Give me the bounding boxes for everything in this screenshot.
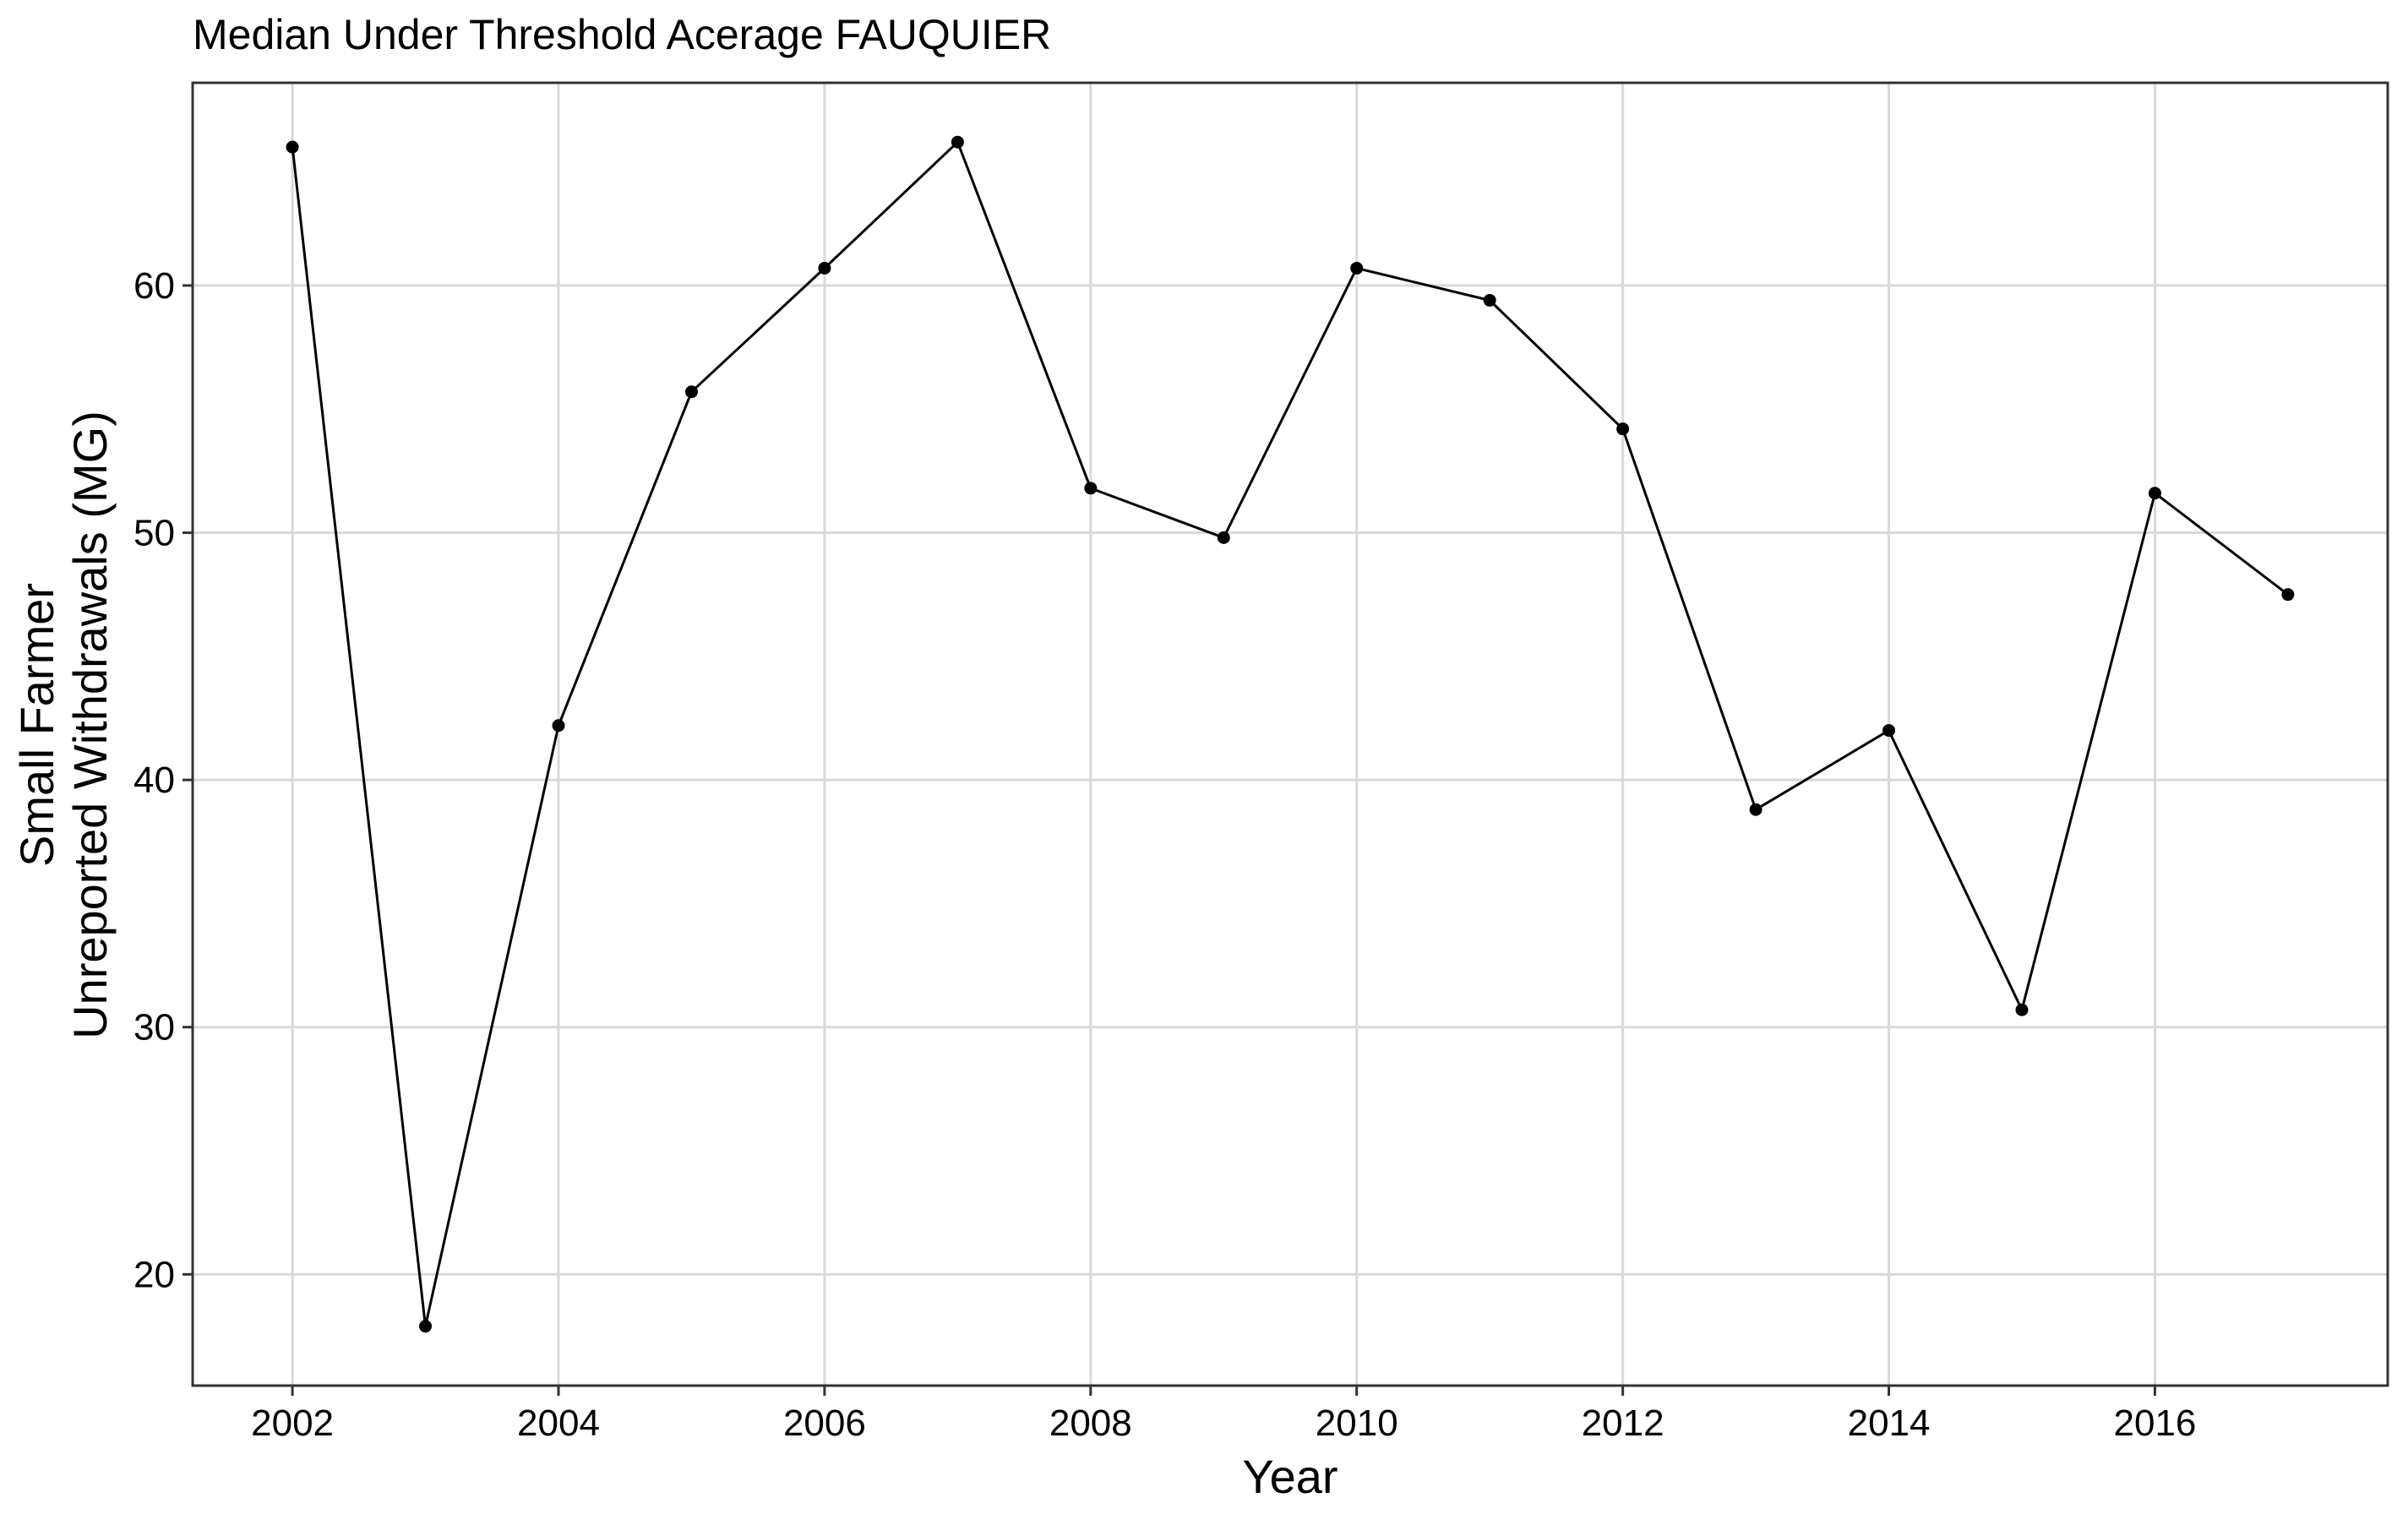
x-tick-label-2006: 2006	[783, 1402, 866, 1444]
x-tick-label-2008: 2008	[1049, 1402, 1132, 1444]
data-point-2006	[818, 261, 831, 275]
data-point-2015	[2015, 1003, 2029, 1016]
y-axis-title: Small Farmer Unreported Withdrawals (MG)	[10, 411, 117, 1039]
data-point-2007	[951, 135, 964, 149]
panel-border	[191, 81, 2389, 1387]
data-point-2009	[1217, 531, 1230, 544]
data-point-2013	[1749, 803, 1762, 816]
x-axis: 2002 2004 2006 2008 2010 2012 2014 2016	[251, 1386, 2196, 1444]
data-point-2008	[1084, 482, 1098, 495]
data-point-2016	[2148, 487, 2161, 500]
x-axis-title: Year	[1242, 1450, 1337, 1503]
data-point-2005	[684, 385, 698, 399]
y-tick-label-40: 40	[133, 760, 175, 801]
y-axis-title-line-1: Small Farmer	[10, 583, 63, 867]
y-tick-label-50: 50	[133, 513, 175, 554]
data-point-2010	[1350, 261, 1364, 275]
data-point-2002	[286, 140, 299, 154]
data-point-2012	[1616, 422, 1630, 436]
data-point-2003	[419, 1320, 433, 1333]
x-tick-label-2004: 2004	[517, 1402, 600, 1444]
x-tick-label-2016: 2016	[2114, 1402, 2197, 1444]
x-tick-label-2010: 2010	[1316, 1402, 1398, 1444]
chart-title: Median Under Threshold Acerage FAUQUIER	[193, 11, 1051, 58]
x-tick-label-2012: 2012	[1582, 1402, 1664, 1444]
y-tick-label-30: 30	[133, 1007, 175, 1048]
data-point-2004	[552, 719, 565, 733]
y-axis-title-line-2: Unreported Withdrawals (MG)	[63, 411, 117, 1039]
data-point-2017	[2281, 588, 2295, 602]
gridlines	[193, 83, 2388, 1386]
data-series	[286, 135, 2295, 1333]
y-tick-label-20: 20	[133, 1254, 175, 1295]
data-point-2011	[1483, 293, 1496, 307]
y-tick-label-60: 60	[133, 265, 175, 307]
series-line	[291, 140, 2289, 1328]
x-tick-label-2014: 2014	[1848, 1402, 1931, 1444]
x-tick-label-2002: 2002	[251, 1402, 334, 1444]
y-axis: 20 30 40 50 60	[133, 265, 193, 1295]
data-point-2014	[1882, 724, 1896, 738]
